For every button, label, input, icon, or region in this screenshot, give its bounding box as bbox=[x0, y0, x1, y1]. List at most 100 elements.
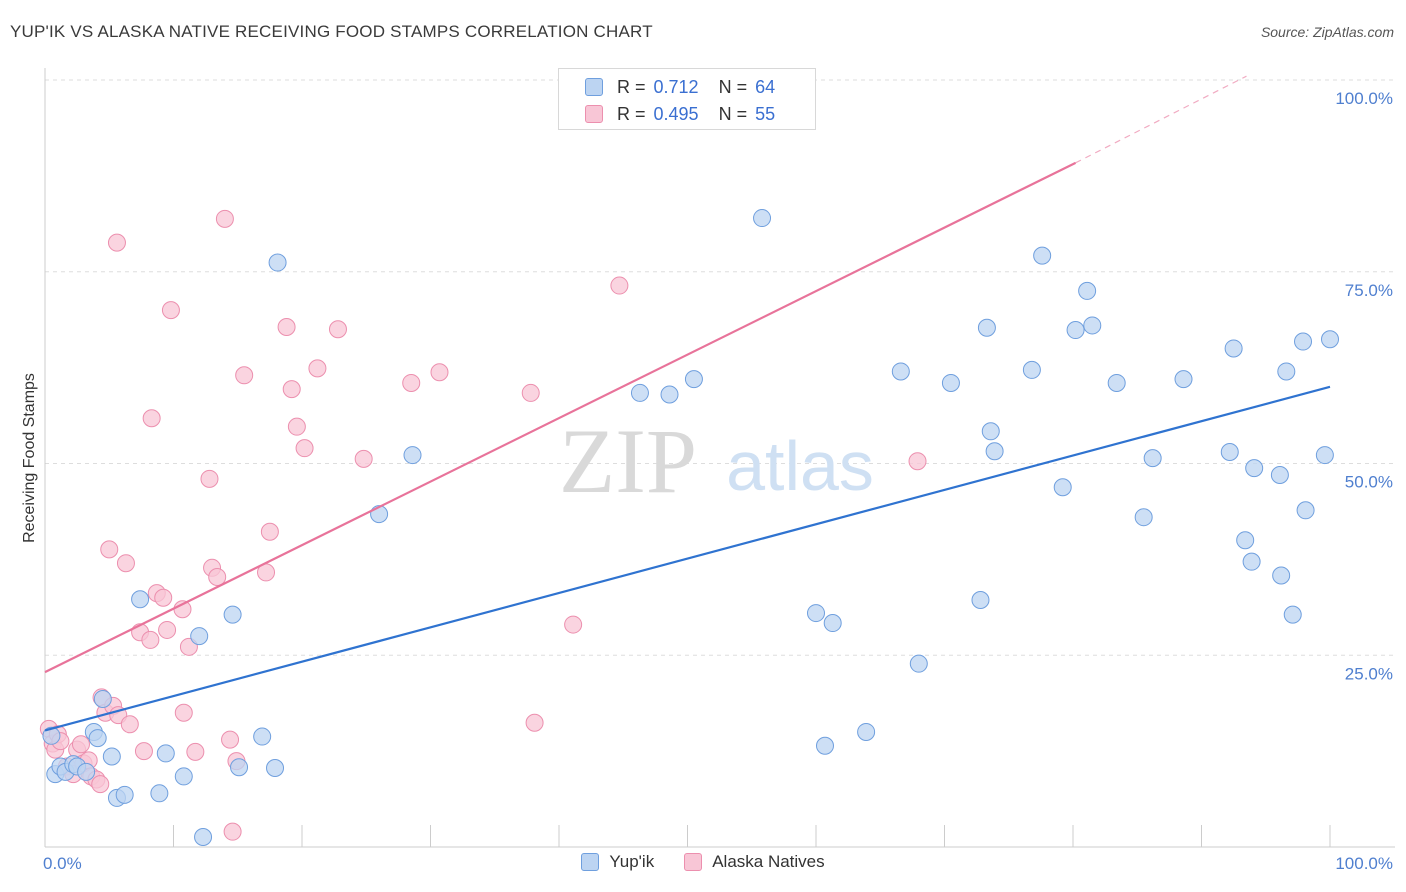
alaska-natives-point bbox=[208, 568, 227, 587]
yupik-point bbox=[815, 736, 834, 755]
yupik-point bbox=[1294, 332, 1313, 351]
alaska-natives-point bbox=[908, 452, 927, 471]
y-tick-label: 100.0% bbox=[1335, 89, 1393, 108]
axes bbox=[44, 68, 1395, 848]
yupik-point bbox=[1143, 449, 1162, 468]
alaska-natives-point bbox=[158, 620, 177, 639]
yupik-point bbox=[1236, 531, 1255, 550]
yupik-point bbox=[1277, 362, 1296, 381]
bottom-legend: Yup'ik Alaska Natives bbox=[0, 852, 1406, 872]
legend-label-yupik: Yup'ik bbox=[609, 852, 655, 871]
yupik-point bbox=[1134, 508, 1153, 527]
yupik-point bbox=[150, 784, 169, 803]
alaska-natives-point bbox=[221, 730, 240, 749]
yupik-point bbox=[1174, 370, 1193, 389]
stats-row-yupik: R = 0.712 N = 64 bbox=[585, 75, 775, 99]
alaska-natives-point bbox=[134, 742, 153, 761]
yupik-point bbox=[1315, 446, 1334, 465]
r-label: R = bbox=[617, 103, 646, 124]
yupik-point bbox=[190, 627, 209, 646]
alaska-natives-point bbox=[142, 409, 161, 428]
alaska-natives-swatch bbox=[585, 105, 603, 123]
alaska-natives-point bbox=[295, 439, 314, 458]
yupik-point bbox=[1107, 373, 1126, 392]
yupik-point bbox=[1220, 442, 1239, 461]
x-tick-label: 0.0% bbox=[43, 854, 82, 873]
yupik-point bbox=[1224, 339, 1243, 358]
yupik-point bbox=[909, 654, 928, 673]
trendlines bbox=[44, 75, 1331, 732]
alaska-natives-point bbox=[215, 209, 234, 228]
alaska-natives-point bbox=[287, 417, 306, 436]
n-label: N = bbox=[718, 103, 748, 124]
alaska-natives-point bbox=[116, 554, 135, 573]
yupik-point bbox=[88, 729, 107, 748]
alaska-natives-point bbox=[100, 540, 119, 559]
yupik-point bbox=[1283, 605, 1302, 624]
yupik-point bbox=[630, 383, 649, 402]
alaska-natives-point bbox=[223, 822, 242, 841]
alaska-natives-point bbox=[610, 276, 629, 295]
y-tick-label: 75.0% bbox=[1345, 281, 1393, 300]
yupik-point bbox=[857, 722, 876, 741]
yupik-point bbox=[1296, 501, 1315, 520]
n-value: 64 bbox=[755, 76, 776, 97]
yupik-point bbox=[131, 590, 150, 609]
alaska-natives-point bbox=[120, 715, 139, 734]
yupik-point bbox=[403, 446, 422, 465]
chart-title: YUP'IK VS ALASKA NATIVE RECEIVING FOOD S… bbox=[10, 22, 653, 41]
legend-item-alaska-natives[interactable]: Alaska Natives bbox=[684, 852, 825, 872]
yupik-point bbox=[194, 828, 213, 847]
yupik-trendline bbox=[44, 385, 1331, 732]
watermark-atlas: atlas bbox=[726, 427, 874, 505]
yupik-legend-swatch bbox=[581, 853, 600, 871]
alaska-natives-point bbox=[564, 615, 583, 634]
watermark: ZIP atlas bbox=[559, 410, 874, 512]
yupik-point bbox=[1245, 459, 1264, 478]
tick-labels: 100.0% 75.0% 50.0% 25.0% 0.0% 100.0% bbox=[43, 89, 1393, 873]
yupik-swatch bbox=[585, 78, 603, 96]
r-value: 0.712 bbox=[653, 76, 699, 97]
alaska-natives-point bbox=[282, 380, 301, 399]
alaska-natives-trendline bbox=[44, 161, 1077, 674]
yupik-point bbox=[1022, 360, 1041, 379]
alaska-natives-point bbox=[161, 301, 180, 320]
alaska-natives-points bbox=[39, 209, 927, 841]
yupik-point bbox=[253, 727, 272, 746]
alaska-natives-point bbox=[141, 630, 160, 649]
alaska-natives-point bbox=[174, 703, 193, 722]
yupik-point bbox=[42, 726, 61, 745]
yupik-point bbox=[1321, 330, 1339, 349]
yupik-point bbox=[1066, 321, 1085, 340]
yupik-point bbox=[1242, 552, 1261, 571]
watermark-zip: ZIP bbox=[559, 410, 697, 512]
alaska-natives-point bbox=[525, 713, 544, 732]
y-tick-label: 50.0% bbox=[1345, 473, 1393, 492]
alaska-natives-legend-swatch bbox=[684, 853, 703, 871]
r-label: R = bbox=[617, 76, 646, 97]
alaska-natives-point bbox=[402, 373, 421, 392]
yupik-point bbox=[977, 318, 996, 337]
alaska-natives-point bbox=[354, 449, 373, 468]
r-value: 0.495 bbox=[653, 103, 699, 124]
yupik-point bbox=[981, 422, 1000, 441]
y-tick-label: 25.0% bbox=[1345, 664, 1393, 683]
alaska-natives-point bbox=[260, 522, 279, 541]
yupik-point bbox=[268, 253, 287, 272]
yupik-point bbox=[223, 605, 242, 624]
yupik-point bbox=[971, 591, 990, 610]
yupik-point bbox=[1083, 316, 1102, 335]
yupik-points bbox=[42, 209, 1339, 847]
yupik-point bbox=[891, 362, 910, 381]
legend-item-yupik[interactable]: Yup'ik bbox=[581, 852, 654, 872]
yupik-point bbox=[660, 385, 679, 404]
n-label: N = bbox=[718, 76, 748, 97]
yupik-point bbox=[1078, 281, 1097, 300]
yupik-point bbox=[1053, 478, 1072, 497]
yupik-point bbox=[102, 747, 121, 766]
yupik-point bbox=[174, 767, 193, 786]
stats-legend: R = 0.712 N = 64 R = 0.495 N = 55 bbox=[558, 68, 816, 130]
yupik-point bbox=[823, 614, 842, 633]
alaska-natives-point bbox=[521, 383, 540, 402]
